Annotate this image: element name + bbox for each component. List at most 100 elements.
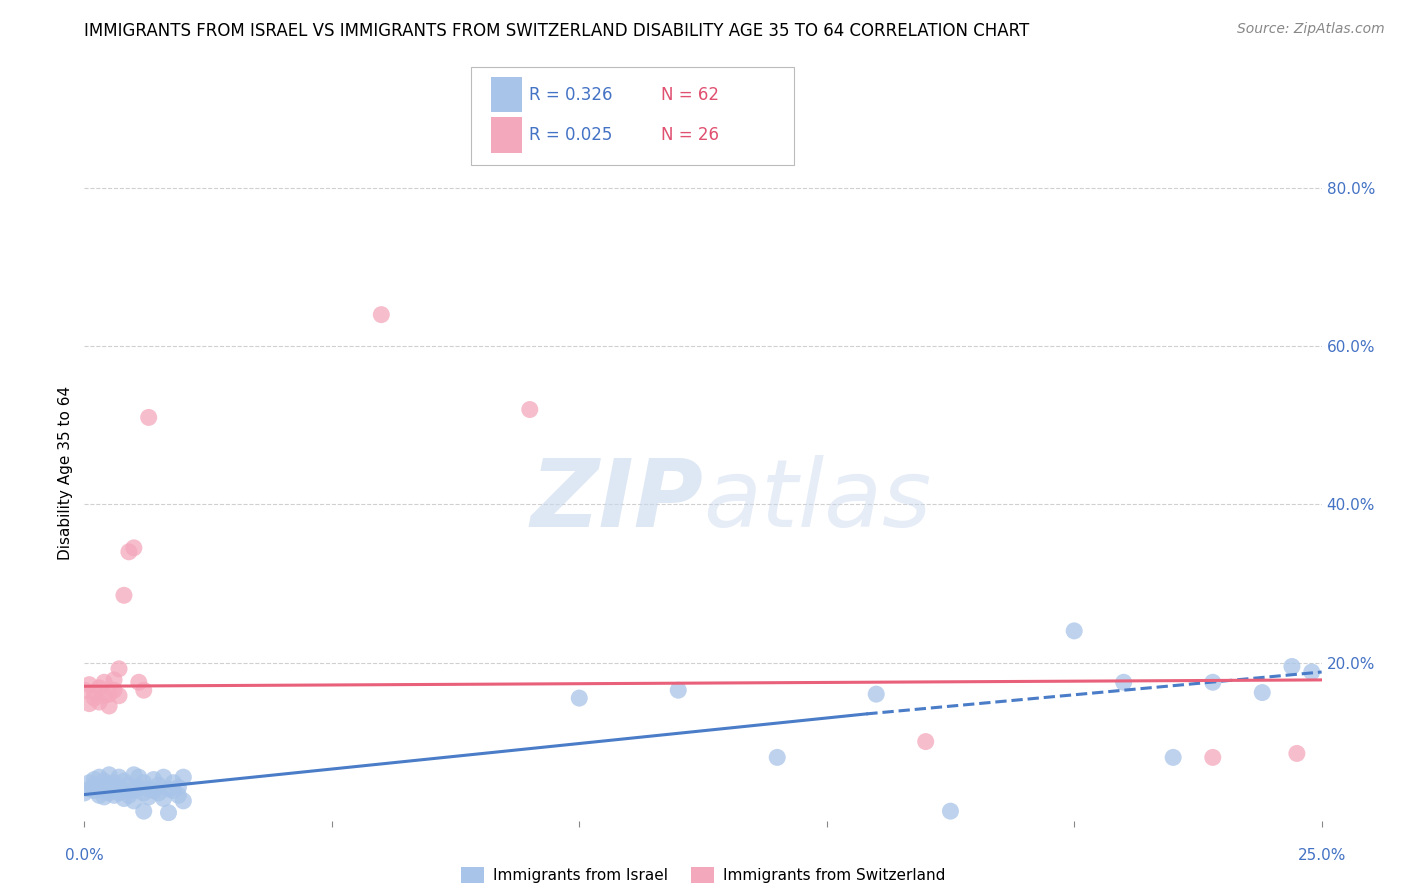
Point	[138, 410, 160, 425]
Point	[112, 774, 135, 789]
Point	[157, 782, 180, 797]
Point	[132, 775, 155, 789]
Point	[666, 683, 689, 698]
Point	[83, 778, 105, 792]
Point	[167, 780, 190, 795]
Point	[128, 675, 150, 690]
Point	[79, 782, 101, 797]
Point	[93, 789, 115, 804]
Point	[1063, 624, 1085, 638]
Point	[132, 683, 155, 698]
Text: N = 26: N = 26	[661, 126, 718, 144]
Point	[98, 698, 121, 713]
Point	[167, 789, 190, 803]
Point	[108, 780, 131, 795]
Point	[118, 778, 141, 792]
Point	[108, 662, 131, 676]
Text: ZIP: ZIP	[530, 455, 703, 547]
Point	[98, 778, 121, 792]
Point	[118, 545, 141, 559]
Point	[89, 695, 111, 709]
Point	[148, 778, 170, 792]
Point	[108, 770, 131, 784]
Point	[1202, 675, 1225, 690]
Point	[132, 804, 155, 818]
Point	[568, 691, 591, 706]
Point	[103, 789, 125, 803]
Point	[128, 780, 150, 795]
Point	[152, 770, 174, 784]
Point	[108, 786, 131, 800]
Point	[1281, 659, 1303, 673]
Text: atlas: atlas	[703, 455, 931, 546]
Point	[93, 783, 115, 797]
Text: 25.0%: 25.0%	[1298, 848, 1346, 863]
Text: R = 0.326: R = 0.326	[529, 86, 612, 103]
Point	[148, 786, 170, 800]
Point	[1301, 665, 1323, 679]
Point	[112, 588, 135, 602]
Point	[103, 683, 125, 698]
Point	[766, 750, 789, 764]
Point	[939, 804, 962, 818]
Point	[865, 687, 887, 701]
Point	[98, 786, 121, 800]
Point	[93, 774, 115, 789]
Point	[79, 678, 101, 692]
Text: Source: ZipAtlas.com: Source: ZipAtlas.com	[1237, 22, 1385, 37]
Point	[1251, 685, 1274, 699]
Point	[152, 791, 174, 805]
Point	[103, 782, 125, 797]
Text: R = 0.025: R = 0.025	[529, 126, 612, 144]
Text: 0.0%: 0.0%	[65, 848, 104, 863]
Point	[98, 768, 121, 782]
Point	[93, 689, 115, 703]
Point	[73, 786, 96, 800]
Point	[162, 783, 184, 797]
Point	[162, 775, 184, 789]
Point	[103, 775, 125, 789]
Point	[108, 689, 131, 703]
Point	[138, 789, 160, 804]
Y-axis label: Disability Age 35 to 64: Disability Age 35 to 64	[58, 385, 73, 560]
Legend: Immigrants from Israel, Immigrants from Switzerland: Immigrants from Israel, Immigrants from …	[454, 862, 952, 889]
Point	[89, 780, 111, 795]
Point	[83, 685, 105, 699]
Point	[132, 786, 155, 800]
Point	[79, 775, 101, 789]
Point	[73, 683, 96, 698]
Point	[914, 734, 936, 748]
Text: N = 62: N = 62	[661, 86, 718, 103]
Point	[112, 791, 135, 805]
Point	[122, 768, 145, 782]
Point	[519, 402, 541, 417]
Point	[79, 697, 101, 711]
Point	[1285, 747, 1308, 761]
Point	[112, 783, 135, 797]
Point	[128, 770, 150, 784]
Point	[83, 691, 105, 706]
Point	[1112, 675, 1135, 690]
Point	[142, 783, 165, 797]
Point	[142, 772, 165, 787]
Point	[89, 681, 111, 695]
Point	[370, 308, 392, 322]
Point	[89, 770, 111, 784]
Point	[118, 789, 141, 803]
Point	[89, 789, 111, 803]
Point	[83, 772, 105, 787]
Point	[93, 675, 115, 690]
Point	[122, 783, 145, 797]
Point	[138, 782, 160, 797]
Point	[1161, 750, 1184, 764]
Text: IMMIGRANTS FROM ISRAEL VS IMMIGRANTS FROM SWITZERLAND DISABILITY AGE 35 TO 64 CO: IMMIGRANTS FROM ISRAEL VS IMMIGRANTS FRO…	[84, 22, 1029, 40]
Point	[157, 805, 180, 820]
Point	[172, 794, 194, 808]
Point	[98, 687, 121, 701]
Point	[122, 794, 145, 808]
Point	[122, 541, 145, 555]
Point	[83, 783, 105, 797]
Point	[1202, 750, 1225, 764]
Point	[103, 673, 125, 687]
Point	[172, 770, 194, 784]
